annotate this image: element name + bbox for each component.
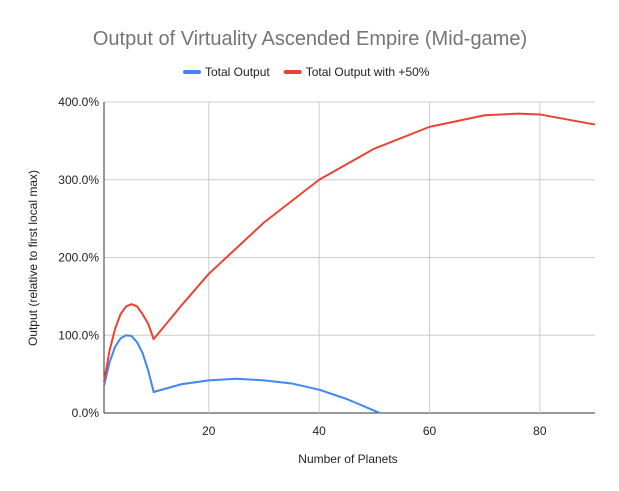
y-tick-label: 300.0% — [58, 173, 99, 187]
y-tick-label: 400.0% — [58, 95, 99, 109]
legend-label: Total Output — [205, 65, 270, 79]
x-tick-label: 60 — [423, 424, 437, 438]
legend-label: Total Output with +50% — [306, 65, 430, 79]
y-tick-label: 0.0% — [72, 406, 100, 420]
x-tick-label: 80 — [533, 424, 547, 438]
y-tick-label: 100.0% — [58, 328, 99, 342]
x-tick-label: 20 — [202, 424, 216, 438]
series-line — [103, 334, 381, 414]
x-axis-label: Number of Planets — [298, 452, 397, 466]
legend: Total Output Total Output with +50% — [183, 65, 430, 79]
x-tick-label: 40 — [312, 424, 326, 438]
y-tick-label: 200.0% — [58, 251, 99, 265]
series-line — [103, 112, 596, 383]
chart-title: Output of Virtuality Ascended Empire (Mi… — [93, 28, 527, 50]
y-axis-label: Output (relative to first local max) — [26, 170, 40, 346]
